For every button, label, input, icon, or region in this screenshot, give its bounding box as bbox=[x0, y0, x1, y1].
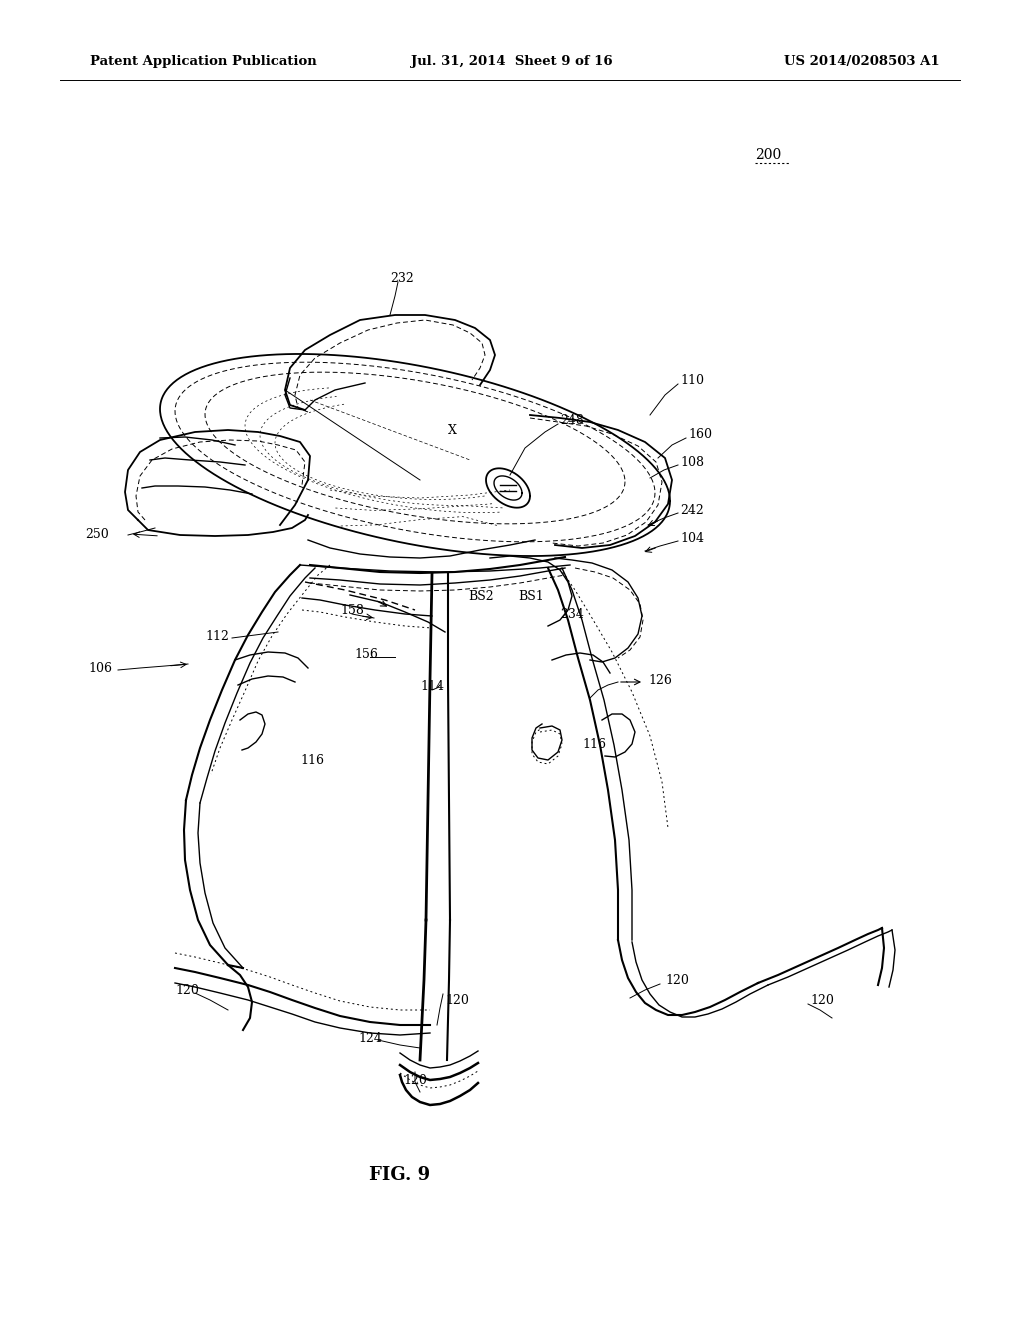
Text: 120: 120 bbox=[403, 1073, 427, 1086]
Text: 242: 242 bbox=[680, 503, 703, 516]
Text: X: X bbox=[447, 424, 457, 437]
Text: 126: 126 bbox=[648, 673, 672, 686]
Text: 112: 112 bbox=[205, 630, 229, 643]
Text: 120: 120 bbox=[810, 994, 834, 1006]
Text: 106: 106 bbox=[88, 661, 112, 675]
Text: 250: 250 bbox=[85, 528, 109, 541]
Text: Jul. 31, 2014  Sheet 9 of 16: Jul. 31, 2014 Sheet 9 of 16 bbox=[412, 55, 612, 69]
Text: 200: 200 bbox=[755, 148, 781, 162]
Text: 234: 234 bbox=[560, 609, 584, 622]
Text: 116: 116 bbox=[300, 754, 324, 767]
Text: 160: 160 bbox=[688, 429, 712, 441]
Text: 108: 108 bbox=[680, 455, 705, 469]
Text: 232: 232 bbox=[390, 272, 414, 285]
Text: 110: 110 bbox=[680, 374, 705, 387]
Text: BS1: BS1 bbox=[518, 590, 544, 602]
Text: 120: 120 bbox=[445, 994, 469, 1006]
Text: 124: 124 bbox=[358, 1031, 382, 1044]
Text: US 2014/0208503 A1: US 2014/0208503 A1 bbox=[784, 55, 940, 69]
Text: 156: 156 bbox=[354, 648, 378, 661]
Text: BS2: BS2 bbox=[468, 590, 494, 602]
Text: 104: 104 bbox=[680, 532, 705, 544]
Text: 158: 158 bbox=[340, 603, 364, 616]
Text: 120: 120 bbox=[175, 983, 199, 997]
Text: Patent Application Publication: Patent Application Publication bbox=[90, 55, 316, 69]
Text: 248: 248 bbox=[560, 413, 584, 426]
Text: 120: 120 bbox=[665, 974, 689, 986]
Text: 116: 116 bbox=[582, 738, 606, 751]
Text: FIG. 9: FIG. 9 bbox=[370, 1166, 430, 1184]
Text: 114: 114 bbox=[420, 680, 444, 693]
